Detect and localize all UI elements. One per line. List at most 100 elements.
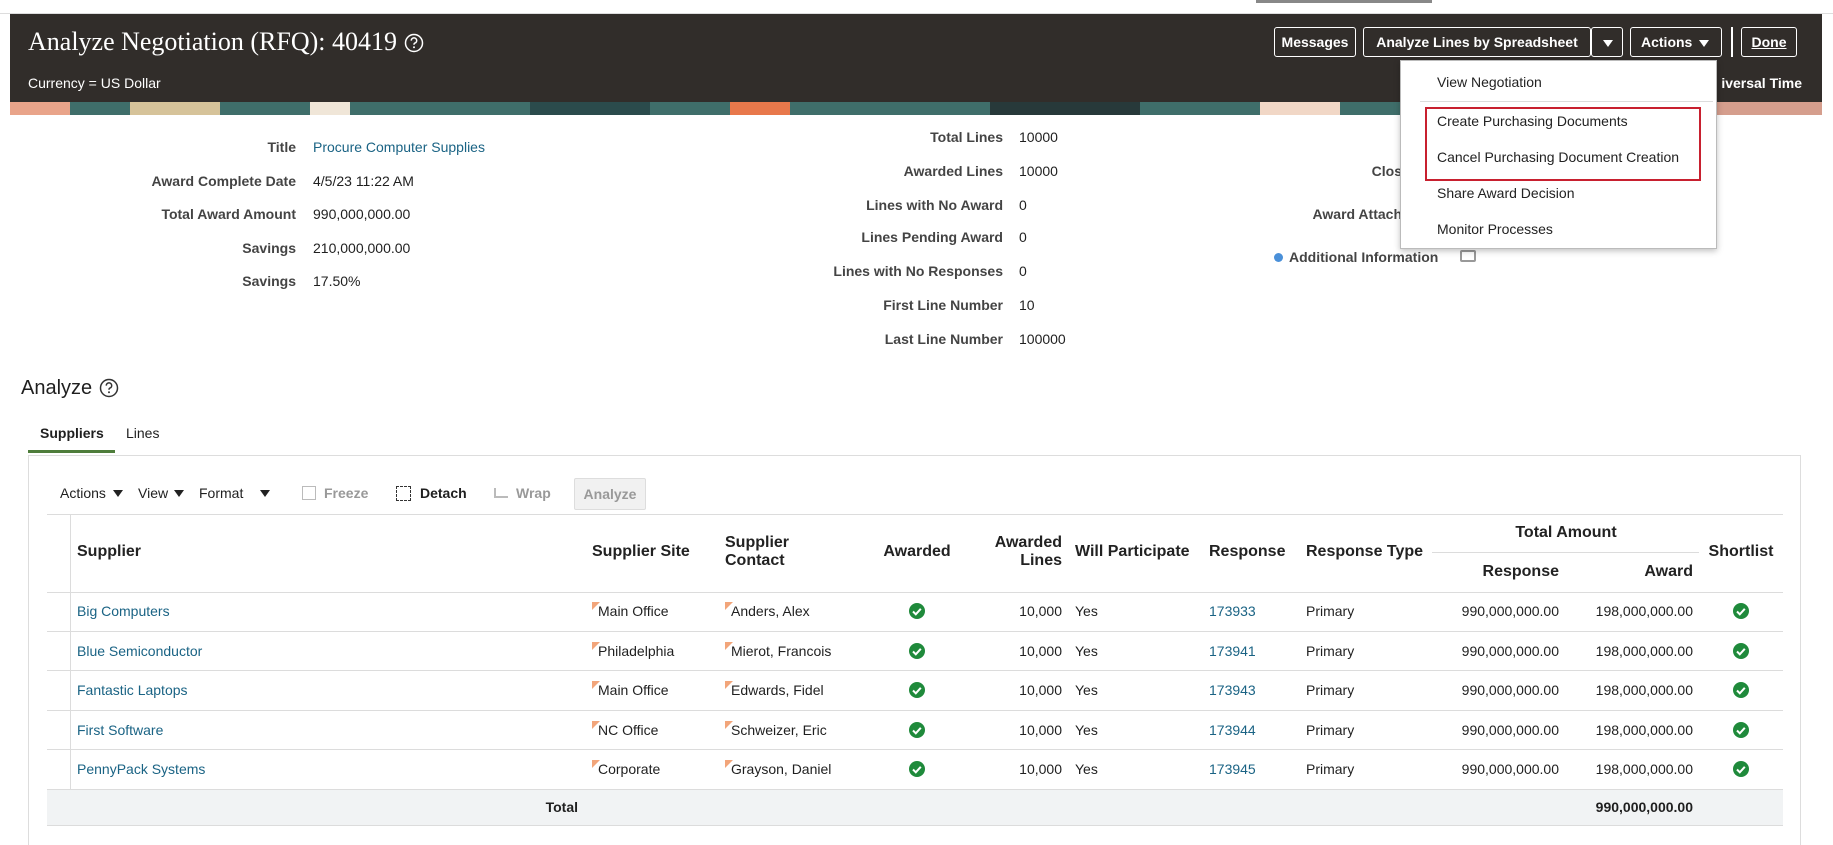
toolbar-item[interactable]: View xyxy=(138,485,169,501)
cell: 990,000,000.00 xyxy=(1461,761,1559,777)
table-line xyxy=(47,514,1783,515)
toolbar-item[interactable]: Actions xyxy=(60,485,106,501)
menu-divider xyxy=(1420,101,1713,102)
button-label: Done xyxy=(1751,34,1787,50)
flag-icon xyxy=(725,681,733,689)
cell: Main Office xyxy=(598,682,669,698)
column-header: Supplier xyxy=(77,543,142,560)
menu-item[interactable]: Cancel Purchasing Document Creation xyxy=(1437,149,1680,165)
flag-icon xyxy=(592,602,600,610)
row-line xyxy=(47,670,1783,671)
flag-icon xyxy=(592,760,600,768)
cell[interactable]: Blue Semiconductor xyxy=(77,642,203,659)
freeze-icon xyxy=(302,486,316,500)
cell: 198,000,000.00 xyxy=(1595,761,1693,777)
row-line xyxy=(47,788,1783,790)
actions-menu xyxy=(1400,60,1717,249)
separator xyxy=(1731,27,1733,57)
button-label: Analyze Lines by Spreadsheet xyxy=(1376,34,1578,50)
row-line xyxy=(47,749,1783,750)
menu-item[interactable]: Share Award Decision xyxy=(1437,185,1575,201)
additional-information[interactable]: Additional Information xyxy=(1289,249,1439,265)
cell: Main Office xyxy=(598,603,669,619)
cell[interactable]: Big Computers xyxy=(77,603,170,619)
cell: NC Office xyxy=(598,721,659,738)
flag-icon xyxy=(725,760,733,768)
summary-value: 990,000,000.00 xyxy=(313,206,411,222)
summary-label: Last Line Number xyxy=(884,331,1003,347)
awarded-icon xyxy=(909,721,925,738)
menu-item[interactable]: View Negotiation xyxy=(1437,74,1542,90)
shortlist-icon xyxy=(1733,761,1749,777)
summary-value[interactable]: Procure Computer Supplies xyxy=(313,139,485,155)
header-button[interactable]: Messages xyxy=(1274,27,1356,57)
column-header: Award xyxy=(1644,563,1693,580)
detach-icon xyxy=(396,486,411,501)
cell: Mierot, Francois xyxy=(731,642,832,659)
header-button[interactable]: Actions xyxy=(1630,27,1722,57)
summary-value: 10000 xyxy=(1019,129,1058,145)
toolbar-item[interactable]: Format xyxy=(199,485,244,501)
cell: 198,000,000.00 xyxy=(1595,603,1693,619)
dropdown-arrow xyxy=(113,490,123,497)
cell[interactable]: 173945 xyxy=(1209,761,1256,777)
button-label: Messages xyxy=(1281,34,1349,50)
group-line xyxy=(1432,552,1699,553)
total-row xyxy=(47,790,1783,826)
cell[interactable]: PennyPack Systems xyxy=(77,761,206,777)
section-title: Analyze xyxy=(21,377,93,399)
cell[interactable]: 173944 xyxy=(1209,721,1256,738)
awarded-icon xyxy=(909,682,925,698)
menu-item[interactable]: Monitor Processes xyxy=(1437,221,1553,237)
summary-label: Savings xyxy=(242,240,296,256)
cell: Yes xyxy=(1075,721,1098,738)
wrap-icon xyxy=(494,488,508,498)
awarded-icon xyxy=(909,642,925,659)
column-header: Awarded Lines xyxy=(994,534,1062,569)
column-header: Response xyxy=(1482,563,1559,580)
cell[interactable]: First Software xyxy=(77,721,164,738)
tab-underline xyxy=(28,450,115,453)
info-icon xyxy=(1460,250,1476,262)
cell: Yes xyxy=(1075,761,1098,777)
cell[interactable]: 173941 xyxy=(1209,642,1256,659)
summary-value: 10 xyxy=(1019,297,1035,313)
header-button[interactable]: Done xyxy=(1741,27,1797,57)
cell: 990,000,000.00 xyxy=(1461,721,1559,738)
tab[interactable]: Lines xyxy=(126,425,160,441)
spreadsheet-dropdown[interactable] xyxy=(1591,27,1623,57)
header-button[interactable]: Analyze Lines by Spreadsheet xyxy=(1363,27,1591,57)
analyze-button[interactable]: Analyze xyxy=(574,478,646,510)
cell: 198,000,000.00 xyxy=(1595,642,1693,659)
column-header: Shortlist xyxy=(1708,543,1774,560)
cell: Edwards, Fidel xyxy=(731,682,824,698)
cell: Primary xyxy=(1306,761,1355,777)
summary-label: Lines Pending Award xyxy=(861,229,1003,245)
toolbar-item[interactable]: Wrap xyxy=(516,485,551,501)
tab[interactable]: Suppliers xyxy=(40,425,104,441)
shortlist-icon xyxy=(1733,682,1749,698)
cell: 198,000,000.00 xyxy=(1595,682,1693,698)
summary-value: 4/5/23 11:22 AM xyxy=(313,173,414,189)
cell: 10,000 xyxy=(1019,603,1062,619)
cell: 990,000,000.00 xyxy=(1461,603,1559,619)
awarded-icon xyxy=(909,761,925,777)
cell: 10,000 xyxy=(1019,682,1062,698)
column-header: Will Participate xyxy=(1075,543,1190,560)
flag-icon xyxy=(592,641,600,650)
cell[interactable]: 173933 xyxy=(1209,603,1256,619)
toolbar-item[interactable]: Detach xyxy=(420,485,467,501)
info-dot xyxy=(1274,253,1283,262)
summary-value: 0 xyxy=(1019,197,1027,213)
cell: Philadelphia xyxy=(598,642,675,659)
cell: Yes xyxy=(1075,642,1098,659)
currency: Currency = US Dollar xyxy=(28,75,161,91)
flag-icon xyxy=(592,681,600,689)
cell[interactable]: 173943 xyxy=(1209,682,1256,698)
page-title: Analyze Negotiation (RFQ): 40419 xyxy=(28,27,397,56)
cell: 10,000 xyxy=(1019,721,1062,738)
cell[interactable]: Fantastic Laptops xyxy=(77,682,188,698)
toolbar-item[interactable]: Freeze xyxy=(324,485,369,501)
menu-item[interactable]: Create Purchasing Documents xyxy=(1437,113,1628,129)
